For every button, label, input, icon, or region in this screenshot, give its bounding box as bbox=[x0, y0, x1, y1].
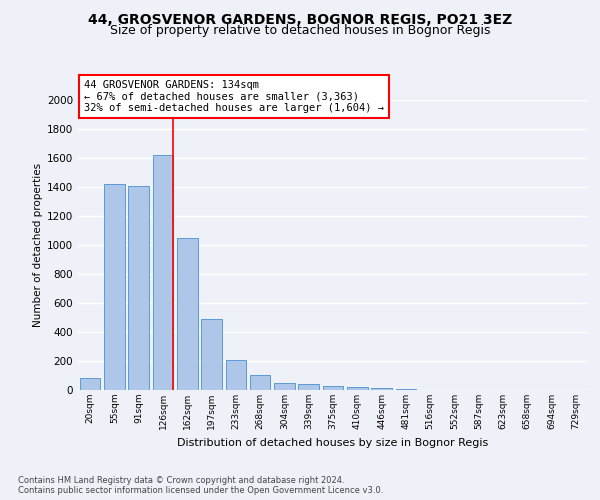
Text: Contains HM Land Registry data © Crown copyright and database right 2024.
Contai: Contains HM Land Registry data © Crown c… bbox=[18, 476, 383, 495]
Bar bbox=[274, 383, 295, 390]
Text: Size of property relative to detached houses in Bognor Regis: Size of property relative to detached ho… bbox=[110, 24, 490, 37]
Y-axis label: Number of detached properties: Number of detached properties bbox=[33, 163, 43, 327]
Text: Distribution of detached houses by size in Bognor Regis: Distribution of detached houses by size … bbox=[178, 438, 488, 448]
Text: 44 GROSVENOR GARDENS: 134sqm
← 67% of detached houses are smaller (3,363)
32% of: 44 GROSVENOR GARDENS: 134sqm ← 67% of de… bbox=[84, 80, 384, 113]
Bar bbox=[371, 388, 392, 390]
Bar bbox=[177, 238, 197, 390]
Bar bbox=[128, 186, 149, 390]
Bar bbox=[323, 386, 343, 390]
Bar bbox=[80, 378, 100, 390]
Bar bbox=[250, 375, 271, 390]
Bar bbox=[152, 155, 173, 390]
Bar bbox=[347, 387, 368, 390]
Bar bbox=[226, 360, 246, 390]
Bar bbox=[201, 319, 222, 390]
Text: 44, GROSVENOR GARDENS, BOGNOR REGIS, PO21 3EZ: 44, GROSVENOR GARDENS, BOGNOR REGIS, PO2… bbox=[88, 12, 512, 26]
Bar bbox=[298, 384, 319, 390]
Bar bbox=[395, 388, 416, 390]
Bar bbox=[104, 184, 125, 390]
